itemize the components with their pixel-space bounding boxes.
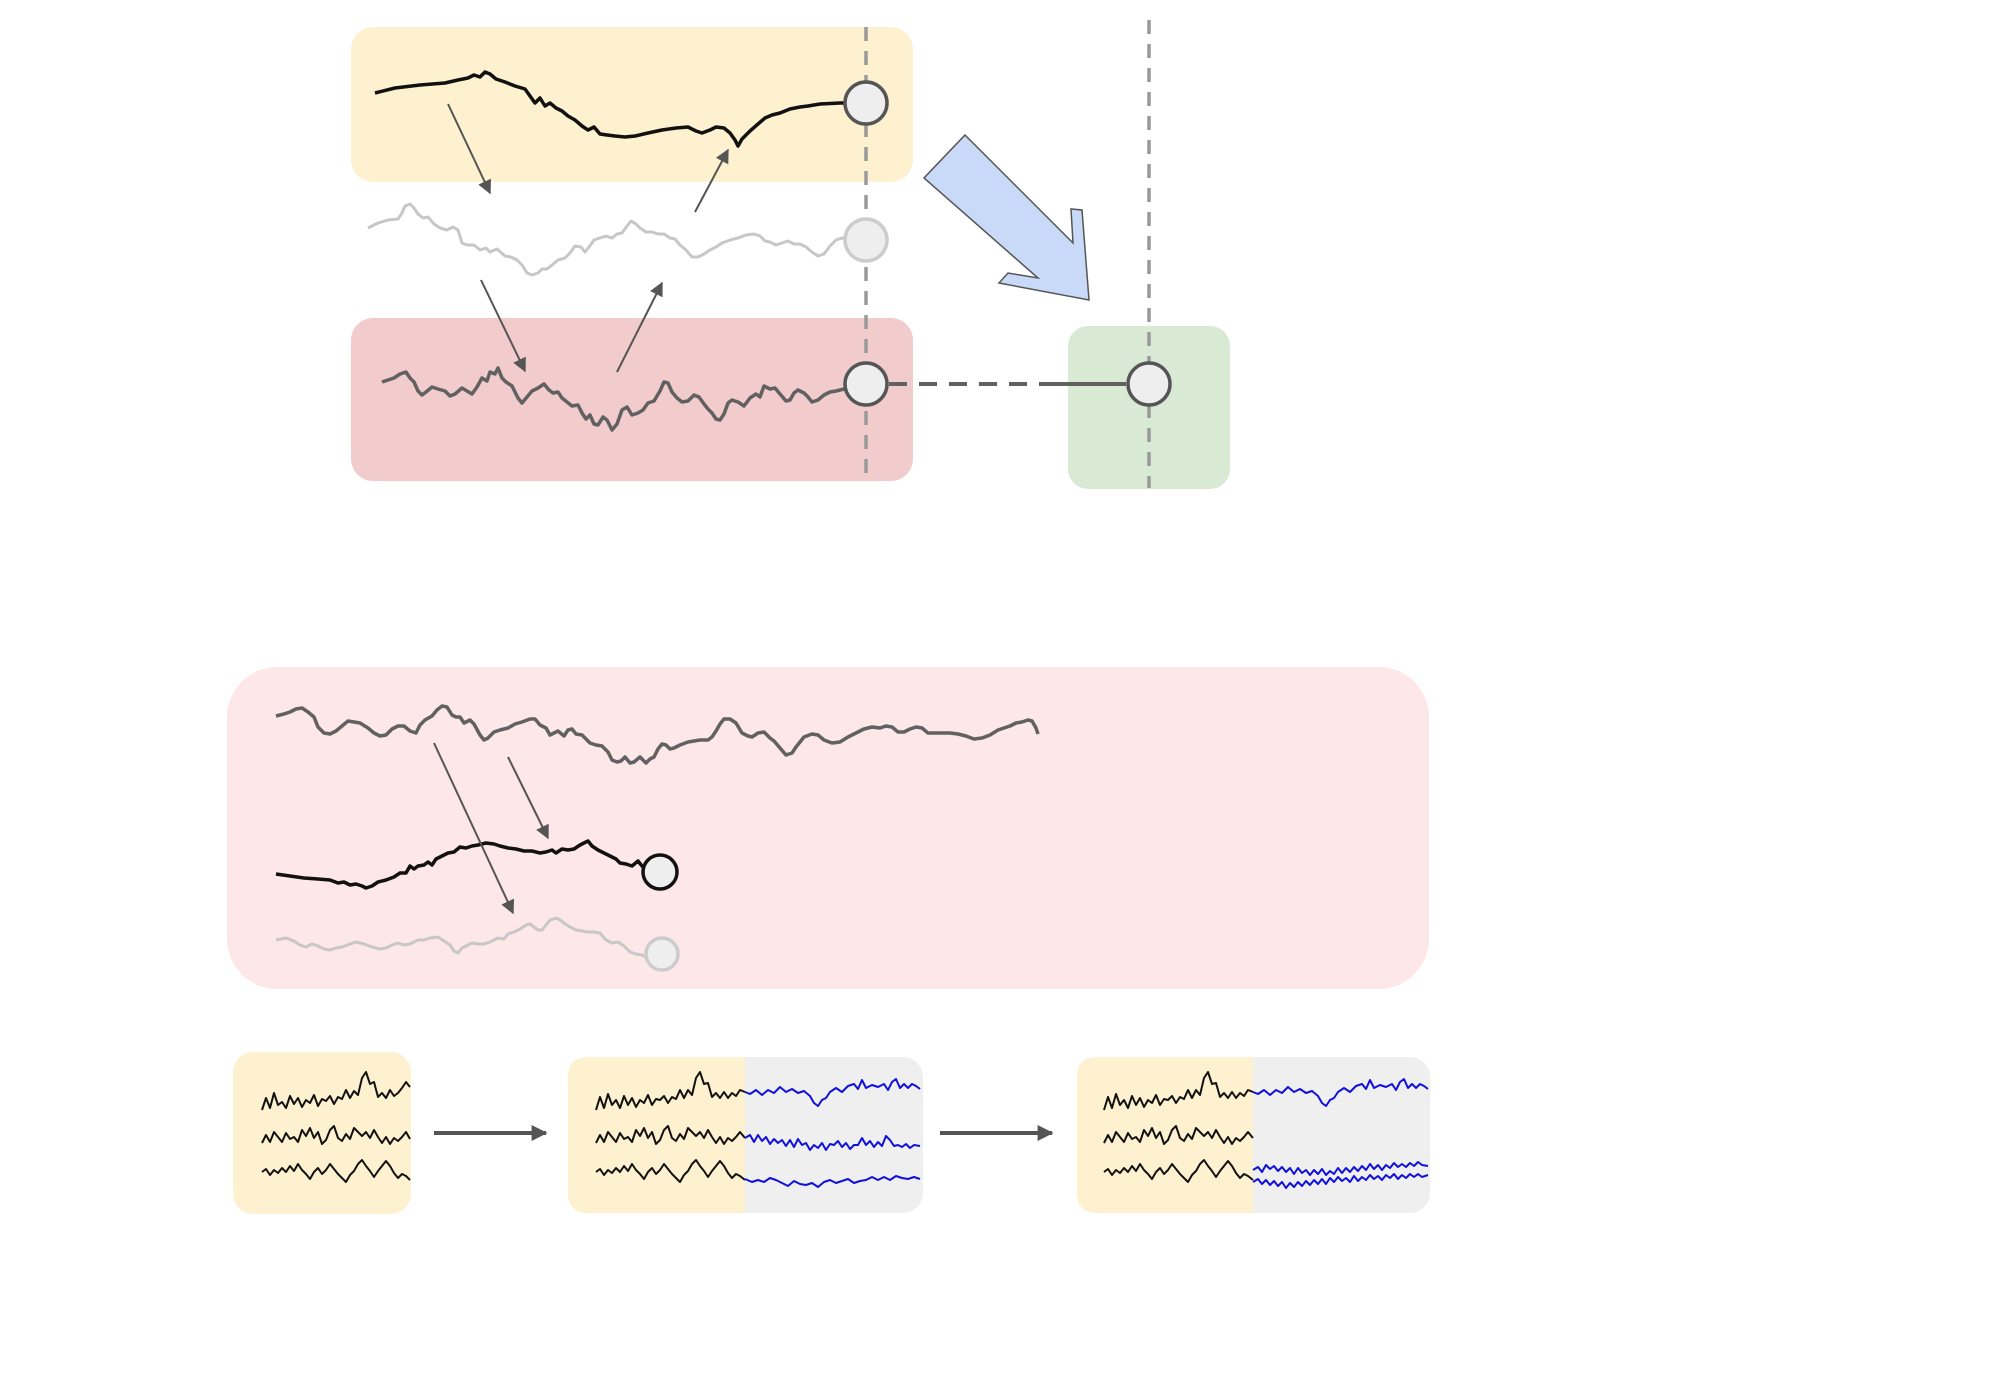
top-red-panel <box>351 318 913 481</box>
multi-forecast-series-3 <box>1252 1173 1429 1189</box>
large-diagonal-arrow-icon <box>922 133 1090 301</box>
node-middle-dark-end <box>641 853 679 891</box>
bottom-input-panel <box>233 1052 411 1214</box>
input-series-1 <box>261 1071 411 1111</box>
middle-dark-series <box>275 839 661 890</box>
middle-faint-series <box>275 916 661 960</box>
node-green-target <box>1126 361 1172 407</box>
history-series-2 <box>595 1125 746 1145</box>
arrow-long-to-faint <box>433 742 515 915</box>
multi-history-series-3 <box>1103 1159 1254 1183</box>
middle-long-series <box>275 704 1040 765</box>
arrow-faint-to-dark <box>694 148 729 213</box>
arrow-dark-to-faint <box>447 103 491 195</box>
node-middle-faint-end <box>644 936 680 972</box>
multi-forecast-series-1 <box>1252 1078 1429 1107</box>
bottom-multi-history-bg <box>1077 1057 1253 1213</box>
forecast-history-series <box>595 1071 746 1183</box>
multi-history-series <box>1103 1071 1254 1183</box>
top-dark-series <box>374 70 866 148</box>
forecast-series-1 <box>744 1078 921 1107</box>
node-top-dark-end <box>843 80 889 126</box>
forecast-predicted-series <box>744 1078 921 1188</box>
top-red-series <box>381 366 866 432</box>
top-faint-series <box>367 202 866 277</box>
node-top-red-end <box>843 361 889 407</box>
multi-history-series-1 <box>1103 1071 1254 1111</box>
arrow-red-to-faint <box>616 281 663 373</box>
multi-history-series-2 <box>1103 1125 1254 1145</box>
multi-forecast-series-2 <box>1252 1161 1429 1176</box>
multi-forecast-series <box>1252 1078 1429 1189</box>
bottom-forecast-history-bg <box>568 1057 745 1213</box>
arrow-long-to-dark <box>507 756 549 840</box>
forecast-series-2 <box>744 1134 921 1151</box>
input-series-3 <box>261 1159 411 1183</box>
input-series-2 <box>261 1125 411 1145</box>
top-yellow-panel <box>351 27 913 182</box>
node-top-faint-end <box>843 217 889 263</box>
history-series-1 <box>595 1071 746 1111</box>
forecast-series-3 <box>744 1175 921 1188</box>
bottom-input-series <box>261 1071 411 1183</box>
history-series-3 <box>595 1159 746 1183</box>
arrow-faint-to-red <box>480 279 526 373</box>
middle-pink-panel <box>227 667 1429 989</box>
